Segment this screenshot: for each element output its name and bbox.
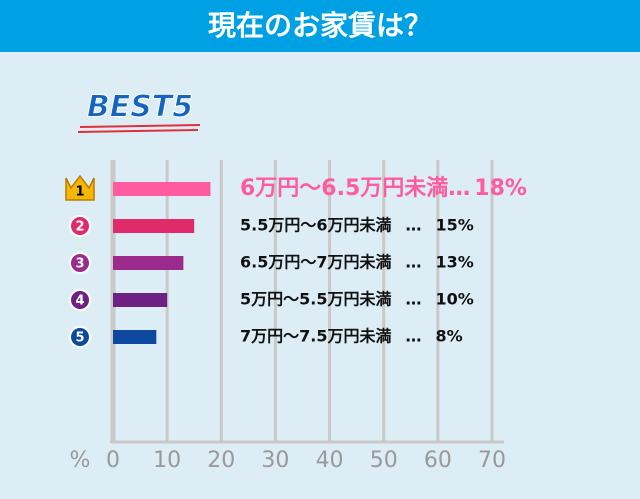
badge: BEST5: [87, 90, 193, 125]
bar: [113, 293, 168, 307]
crown-icon: [65, 174, 95, 201]
badge-underline: [77, 129, 199, 133]
x-tick-label: 0: [106, 448, 120, 473]
category-label: 7万円〜7.5万円未満: [240, 327, 391, 346]
x-tick-label: 50: [370, 448, 398, 473]
separator: …: [448, 176, 470, 201]
chart-title: 現在のお家賃は？: [208, 9, 432, 42]
category-label: 5.5万円〜6万円未満: [240, 216, 391, 235]
rank-badge: [69, 326, 91, 348]
category-label: 6万円〜6.5万円未満: [240, 175, 448, 201]
rank-badge: [69, 289, 91, 311]
bar: [113, 330, 157, 344]
rank-badge: [69, 215, 91, 237]
x-tick-label: 60: [424, 448, 452, 473]
x-tick-label: 40: [316, 448, 344, 473]
value-label: 8%: [435, 327, 462, 346]
bar: [113, 182, 211, 196]
category-label: 5万円〜5.5万円未満: [240, 290, 391, 309]
value-label: 10%: [435, 290, 473, 309]
rank-label: 3: [75, 257, 84, 272]
value-label: 15%: [435, 216, 473, 235]
x-tick-label: 10: [153, 448, 181, 473]
separator: …: [405, 216, 421, 235]
rank-label: 4: [75, 294, 84, 309]
x-axis-label: %: [70, 448, 91, 473]
category-label: 6.5万円〜7万円未満: [240, 253, 391, 272]
x-tick-label: 20: [207, 448, 235, 473]
badge-underline: [79, 124, 201, 128]
rank-label: 2: [75, 220, 84, 235]
rank-badge: [69, 252, 91, 274]
rank-label: 1: [75, 185, 84, 200]
rank-label: 5: [75, 331, 84, 346]
bar: [113, 219, 195, 233]
separator: …: [405, 290, 421, 309]
bar: [113, 256, 184, 270]
value-label: 13%: [435, 253, 473, 272]
x-tick-label: 70: [478, 448, 506, 473]
separator: …: [405, 327, 421, 346]
title-banner: [0, 0, 640, 52]
x-tick-label: 30: [261, 448, 289, 473]
separator: …: [405, 253, 421, 272]
value-label: 18%: [474, 176, 527, 201]
